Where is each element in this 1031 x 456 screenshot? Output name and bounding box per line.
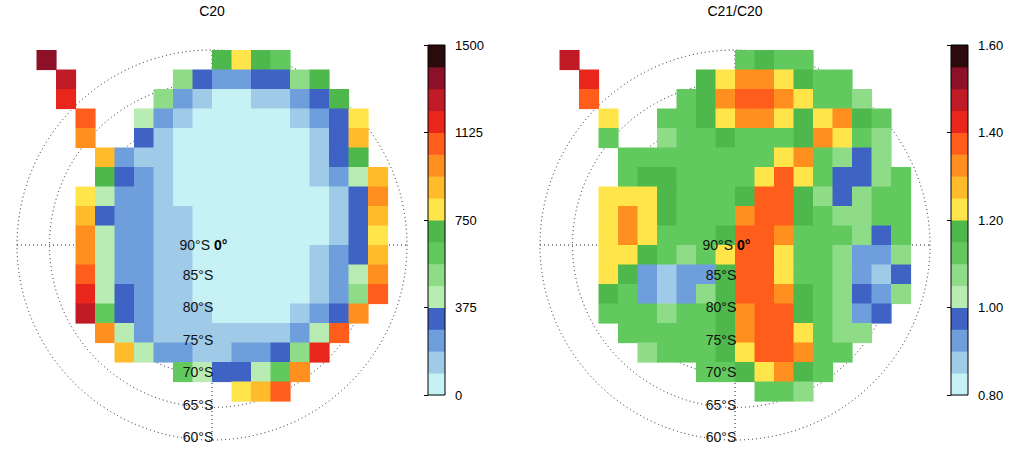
- svg-text:C20: C20: [199, 3, 225, 19]
- svg-text:65°S: 65°S: [706, 397, 737, 413]
- svg-text:1500: 1500: [455, 38, 484, 53]
- svg-text:375: 375: [455, 300, 477, 315]
- svg-text:1125: 1125: [455, 125, 483, 140]
- svg-text:C21/C20: C21/C20: [707, 3, 762, 19]
- svg-text:0°: 0°: [737, 237, 750, 253]
- svg-text:85°S: 85°S: [183, 267, 214, 283]
- svg-text:75°S: 75°S: [706, 332, 737, 348]
- svg-text:1.20: 1.20: [978, 213, 1003, 228]
- svg-text:1.40: 1.40: [978, 125, 1003, 140]
- svg-text:85°S: 85°S: [706, 267, 737, 283]
- svg-text:1.60: 1.60: [978, 38, 1003, 53]
- svg-text:60°S: 60°S: [706, 429, 737, 445]
- svg-text:0°: 0°: [214, 237, 227, 253]
- svg-text:80°S: 80°S: [706, 299, 737, 315]
- svg-text:90°S: 90°S: [702, 237, 733, 253]
- svg-text:0: 0: [455, 388, 462, 403]
- svg-text:70°S: 70°S: [183, 364, 214, 380]
- svg-text:750: 750: [455, 213, 477, 228]
- svg-text:65°S: 65°S: [183, 397, 214, 413]
- svg-text:80°S: 80°S: [183, 299, 214, 315]
- svg-text:90°S: 90°S: [179, 237, 210, 253]
- svg-text:75°S: 75°S: [183, 332, 214, 348]
- svg-text:1.00: 1.00: [978, 300, 1003, 315]
- svg-text:0.80: 0.80: [978, 388, 1003, 403]
- svg-text:60°S: 60°S: [183, 429, 214, 445]
- svg-text:70°S: 70°S: [706, 364, 737, 380]
